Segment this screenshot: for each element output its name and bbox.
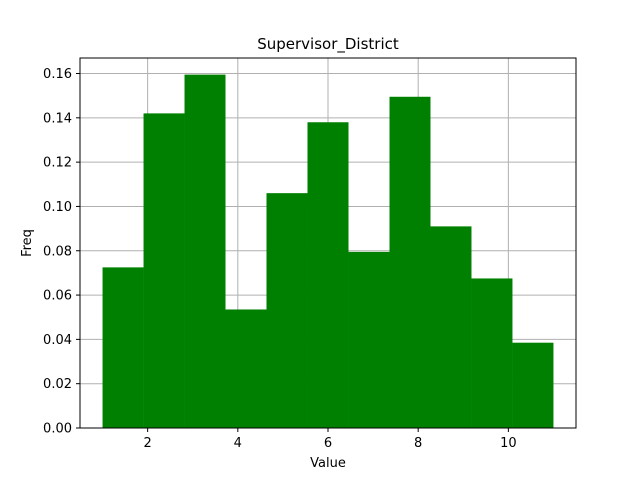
histogram-bar-8: [389, 96, 431, 428]
y-tick-label-2: 0.04: [43, 333, 72, 348]
x-tick-label-2: 6: [324, 436, 332, 451]
ticks: 2 4 6 8 10 0.00 0.02 0.04 0.06 0.08 0.10 0.12 0.14 0.…: [43, 67, 517, 451]
histogram-bar-7: [348, 251, 390, 428]
histogram-bar-2: [143, 113, 185, 428]
histogram-bar-5: [266, 193, 308, 428]
histogram-bar-3: [184, 74, 226, 429]
y-tick-label-7: 0.14: [43, 111, 72, 126]
x-tick-label-4: 10: [500, 436, 517, 451]
y-axis-title: Freq: [20, 229, 35, 257]
x-axis-title: Value: [310, 456, 346, 471]
histogram-bar-6: [307, 122, 349, 428]
histogram-bar-1: [102, 267, 144, 428]
y-tick-label-4: 0.08: [43, 244, 72, 259]
y-tick-label-3: 0.06: [43, 289, 72, 304]
bars: [102, 74, 554, 429]
x-tick-label-1: 4: [234, 436, 242, 451]
chart-title: Supervisor_District: [257, 35, 399, 54]
y-tick-label-8: 0.16: [43, 67, 72, 82]
histogram-bar-9: [430, 226, 472, 428]
y-tick-label-5: 0.10: [43, 200, 72, 215]
y-tick-label-6: 0.12: [43, 156, 72, 171]
histogram-bar-11: [512, 342, 554, 428]
x-tick-label-3: 8: [414, 436, 422, 451]
histogram-bar-4: [225, 309, 267, 428]
y-tick-label-1: 0.02: [43, 377, 72, 392]
x-tick-label-0: 2: [143, 436, 151, 451]
histogram-bar-10: [471, 278, 513, 428]
y-tick-label-0: 0.00: [43, 422, 72, 437]
